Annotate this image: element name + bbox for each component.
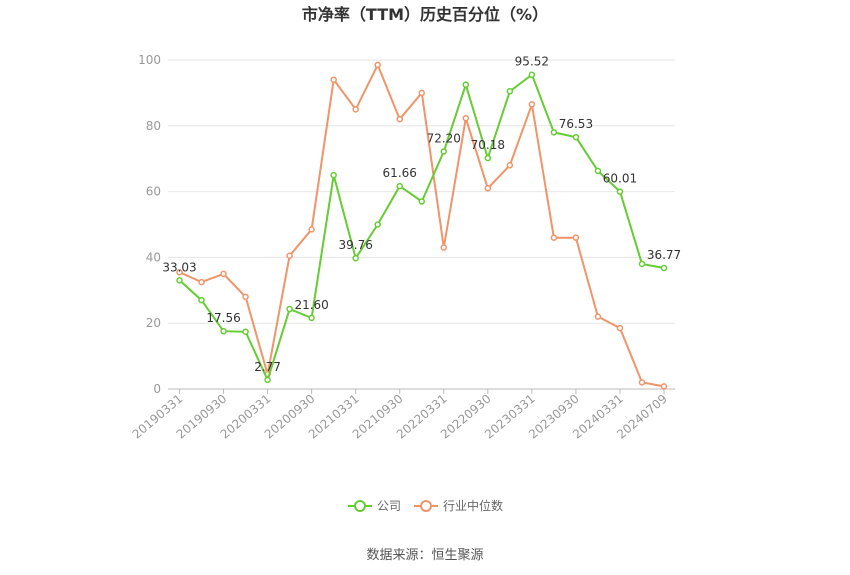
- data-point: [572, 234, 580, 241]
- data-point: [638, 379, 646, 386]
- data-point: [440, 148, 448, 155]
- data-point: [264, 376, 271, 384]
- data-point: [484, 154, 492, 162]
- data-point: [462, 81, 470, 88]
- data-point: [198, 278, 205, 286]
- data-point: [352, 254, 359, 262]
- data-point: [220, 270, 227, 278]
- legend-label: 公司: [377, 499, 401, 513]
- data-label: 33.03: [162, 260, 196, 274]
- data-point: [418, 89, 425, 97]
- data-label: 2.77: [254, 360, 281, 374]
- data-point: [396, 182, 403, 190]
- data-point: [176, 277, 183, 284]
- y-tick-label: 100: [138, 53, 161, 67]
- series-line: [179, 62, 665, 388]
- data-point: [594, 313, 602, 320]
- y-tick-label: 60: [146, 185, 161, 199]
- data-point: [616, 324, 624, 332]
- data-point: [440, 244, 448, 251]
- data-label: 36.77: [647, 248, 681, 262]
- chart-title: 市净率（TTM）历史百分位（%）: [302, 5, 548, 24]
- x-axis: 2019033120190930202003312020093020210331…: [130, 388, 675, 442]
- data-point: [374, 61, 381, 69]
- data-label: 72.20: [427, 131, 461, 145]
- data-point: [176, 268, 183, 276]
- data-label: 61.66: [383, 166, 417, 180]
- data-point: [550, 129, 558, 136]
- data-point: [308, 314, 315, 322]
- y-tick-label: 80: [146, 119, 161, 133]
- data-point: [638, 260, 646, 268]
- y-axis: 0 20 40 60 80 100: [138, 53, 161, 396]
- data-point: [418, 198, 425, 205]
- data-point: [242, 328, 249, 336]
- legend-item[interactable]: 行业中位数: [414, 498, 503, 513]
- data-point: [528, 71, 536, 78]
- data-point: [506, 88, 514, 95]
- data-point: [484, 185, 492, 192]
- y-tick-label: 20: [146, 316, 161, 330]
- grid-lines: [168, 59, 675, 324]
- data-point: [506, 162, 514, 169]
- data-point: [550, 234, 558, 241]
- series-group: [176, 61, 668, 390]
- data-source: 数据来源：恒生聚源: [366, 548, 483, 563]
- data-point: [660, 383, 668, 390]
- data-label: 17.56: [206, 311, 240, 325]
- data-label: 21.60: [294, 298, 328, 312]
- data-point: [330, 171, 337, 179]
- data-point: [352, 106, 359, 113]
- data-point: [286, 252, 293, 260]
- data-point: [396, 115, 403, 123]
- legend-marker: [420, 500, 432, 512]
- legend-label: 行业中位数: [443, 498, 503, 513]
- data-point: [286, 305, 293, 313]
- data-label: 60.01: [603, 172, 637, 186]
- data-label: 76.53: [559, 117, 593, 131]
- data-point: [572, 133, 580, 141]
- data-point: [330, 76, 337, 83]
- data-point: [528, 101, 536, 108]
- data-label: 39.76: [339, 238, 373, 252]
- y-tick-label: 0: [153, 382, 161, 396]
- data-point: [594, 167, 602, 175]
- data-point: [374, 221, 381, 228]
- data-point: [242, 293, 249, 301]
- data-point: [198, 296, 205, 304]
- legend-item[interactable]: 公司: [348, 499, 401, 513]
- data-point: [308, 226, 315, 233]
- data-label: 70.18: [471, 138, 505, 152]
- data-point: [220, 327, 227, 335]
- y-tick-label: 40: [146, 250, 161, 264]
- data-label: 95.52: [515, 55, 549, 69]
- data-point: [660, 264, 668, 272]
- data-labels: 33.03 17.56 2.77 21.60 39.76 61.66 72.20 70.18 9…: [162, 55, 681, 374]
- legend[interactable]: 公司 行业中位数: [348, 498, 503, 513]
- legend-marker: [354, 500, 366, 512]
- data-point: [462, 114, 470, 122]
- data-point: [616, 188, 624, 195]
